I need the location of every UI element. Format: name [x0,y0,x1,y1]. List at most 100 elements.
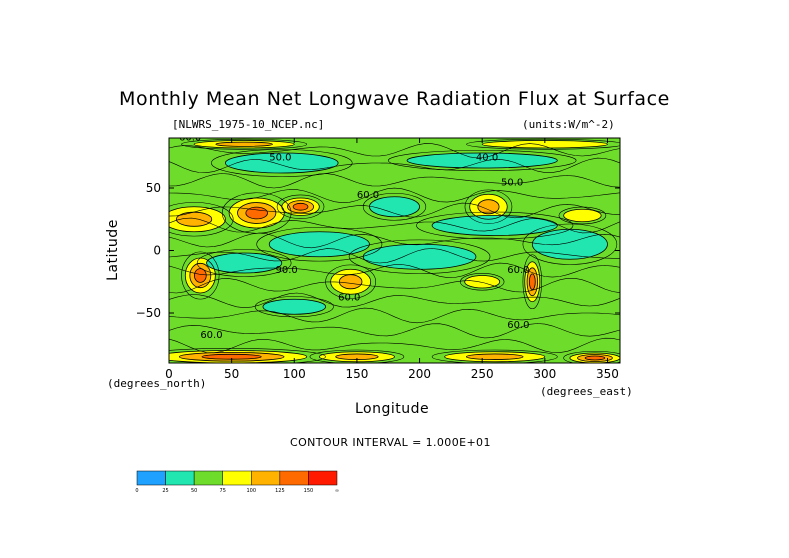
x-tick-label: 300 [533,367,556,381]
colorbar-label: 25 [162,488,168,494]
contour-line [169,143,620,159]
contour-line [169,202,620,219]
field-region [262,299,326,315]
contour-line [169,217,620,234]
colorbar-segment [165,470,195,486]
x-units-label: (degrees_north) [107,377,207,390]
contour-label: 60.0 [357,190,379,201]
contour-line [181,251,220,300]
contour-label: 60.0 [179,133,201,144]
contour-label: 90.0 [275,265,297,276]
contour-line [169,350,308,363]
field-region [363,244,476,270]
colorbar-label: 100 [247,488,257,494]
contour-line [531,228,608,260]
contour-line [292,202,309,211]
colorbar-label: 50 [191,488,197,494]
contour-label: 60.0 [507,265,529,276]
units-label: (units:W/m^-2) [522,118,615,131]
contour-label-layer: 60.0 50.0 60.0 40.0 50.0 60.0 90.0 60.0 60.0 60.0 [179,133,529,341]
colorbar-segment [251,470,281,486]
contour-line [169,248,620,264]
y-tick-label: 50 [146,181,161,195]
contour-line [228,197,285,229]
colorbar: 0 25 50 75 100 125 150 ∞ [135,470,339,494]
colorbar-label: 125 [275,488,285,494]
contour-line [181,138,308,150]
file-label: [NLWRS_1975-10_NCEP.nc] [172,118,325,131]
field-region [215,142,273,147]
contour-line [287,200,315,214]
field-region [335,353,379,360]
field-region [225,153,339,173]
contour-interval-note: CONTOUR INTERVAL = 1.000E+01 [290,436,491,449]
x-tick-label: 250 [471,367,494,381]
contour-line [369,196,420,218]
y-tick-label: −50 [136,306,161,320]
contour-line [268,231,370,258]
field-region [482,140,608,148]
contour-line [169,157,620,174]
contour-label: 60.0 [338,293,360,304]
x-tick-label: 200 [408,367,431,381]
chart-title: Monthly Mean Net Longwave Radiation Flux… [119,88,670,110]
contour-line [169,232,620,249]
contour-line [465,353,524,360]
contour-line [169,173,620,189]
y-axis-ticks: 50 0 −50 [136,181,620,320]
contour-line [206,252,283,274]
contour-line [584,355,606,361]
contour-line [464,189,513,224]
contour-label: 60.0 [200,330,222,341]
contour-line [237,202,277,224]
contour-label: 50.0 [269,153,291,164]
field-region [432,215,558,236]
contour-line [406,152,558,169]
contour-line [459,273,505,291]
contour-line [254,296,334,318]
contour-line [528,273,536,291]
contour-line [469,193,508,220]
field-region [369,196,420,217]
field-region [269,231,370,257]
contour-line [169,206,226,233]
contour-line [362,243,477,270]
colorbar-segment [222,470,252,486]
contour-line [193,268,207,283]
field-region [585,356,605,360]
contour-line [169,337,620,354]
x-tick-label: 350 [596,367,619,381]
colorbar-label: ∞ [335,488,339,494]
contour-line [193,140,295,149]
field-region [529,273,536,290]
x-axis-label: Longitude [355,401,430,417]
colorbar-label: 75 [220,488,226,494]
contour-line [477,199,500,215]
field-region [563,209,602,222]
contour-line [262,298,326,315]
colorbar-segment [308,470,338,486]
contour-line [169,187,620,204]
contour-label: 60.0 [507,320,529,331]
field-region [245,207,268,219]
plot-area: 60.0 50.0 60.0 40.0 50.0 60.0 90.0 60.0 60.0 60.0 [168,133,621,364]
x-tick-label: 150 [345,367,368,381]
colorbar-segment [136,470,166,486]
contour-line [431,215,558,236]
contour-line [309,349,405,363]
contour-line [569,352,620,363]
field-region [466,353,524,360]
contour-line [464,275,501,289]
contour-line [169,292,620,309]
field-region [293,203,308,211]
contour-line [245,206,268,220]
y-tick-label: 0 [153,244,161,258]
colorbar-segment [279,470,309,486]
contour-line [224,152,339,174]
contour-line [526,267,538,297]
contour-line [215,141,273,147]
contour-line [281,197,320,216]
x-axis-ticks: 0 50 100 150 200 250 300 350 [165,138,619,381]
field-region [202,354,262,360]
